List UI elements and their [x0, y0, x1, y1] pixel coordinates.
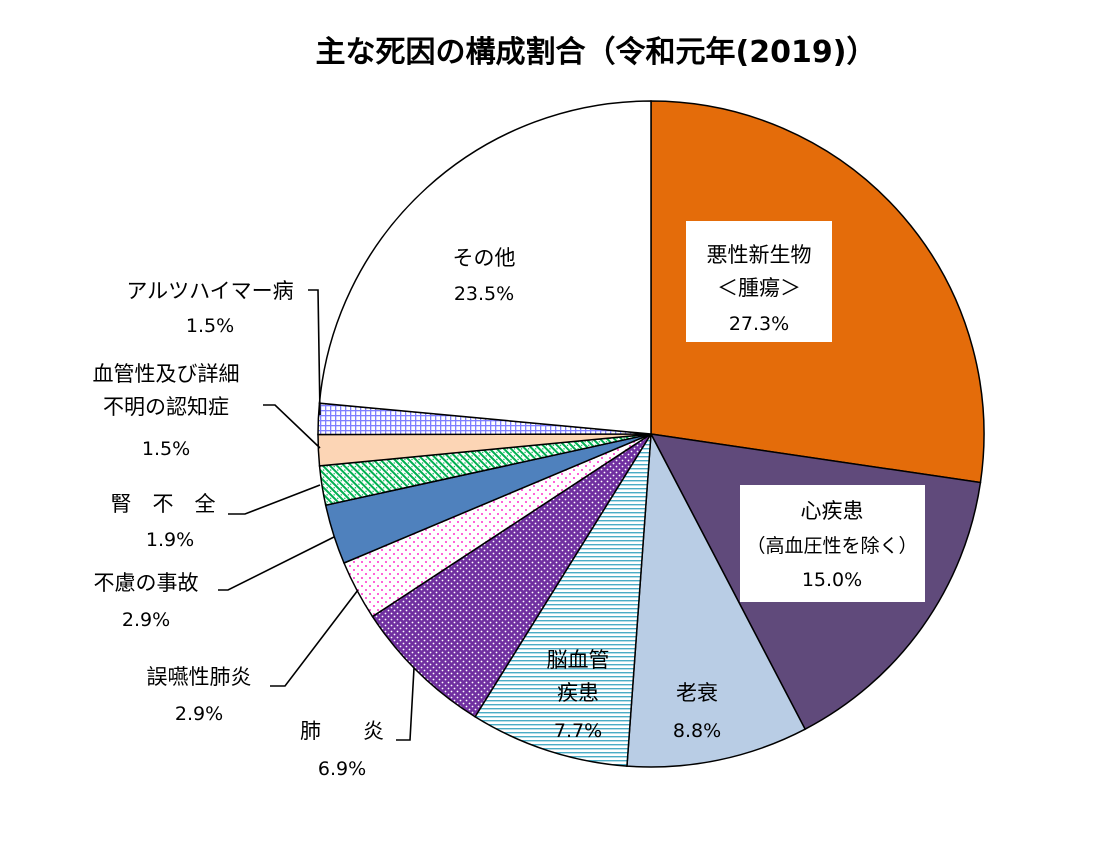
- label-box-cancer: [686, 221, 832, 342]
- slice-label-stroke-line1: 脳血管: [547, 648, 610, 672]
- leader-line-accident: [218, 536, 335, 591]
- slice-label-pneumonia: 肺 炎 6.9%: [300, 719, 384, 780]
- slice-percent-cancer: 27.3%: [729, 313, 789, 335]
- slice-label-heart-line1: 心疾患: [801, 499, 864, 523]
- leader-line-dementia: [263, 404, 321, 449]
- slice-label-accident: 不慮の事故 2.9%: [94, 571, 199, 631]
- slice-percent-other: 23.5%: [454, 283, 514, 305]
- slice-label-dementia-line1: 血管性及び詳細: [93, 362, 240, 386]
- slice-label-dementia-line2: 不明の認知症: [103, 395, 229, 419]
- leader-line-renal: [228, 484, 321, 515]
- pie-slices: [317, 100, 985, 768]
- leader-lines: [218, 289, 415, 741]
- slice-label-stroke-line2: 疾患: [557, 681, 599, 705]
- slice-label-alzheimer-line1: アルツハイマー病: [126, 279, 293, 303]
- slice-label-aspiration: 誤嚥性肺炎 2.9%: [147, 665, 252, 725]
- slice-percent-alzheimer: 1.5%: [186, 315, 234, 337]
- slice-label-cancer-line1: 悪性新生物: [707, 243, 812, 267]
- label-box-heart: [740, 485, 925, 602]
- slice-label-heart-line2: （高血圧性を除く）: [746, 535, 917, 557]
- slice-label-accident-line1: 不慮の事故: [94, 571, 199, 595]
- slice-label-pneumonia-line1: 肺 炎: [300, 719, 384, 743]
- slice-label-cancer: 悪性新生物 ＜腫瘍＞ 27.3%: [707, 243, 812, 335]
- pie-slice-other: [318, 100, 652, 435]
- leader-line-pneumonia: [396, 667, 415, 741]
- leader-line-alzheimer: [308, 289, 321, 416]
- slice-label-senility: 老衰 8.8%: [673, 681, 721, 742]
- slice-percent-aspiration: 2.9%: [175, 703, 223, 725]
- slice-label-renal: 腎 不 全 1.9%: [111, 492, 216, 551]
- leader-line-aspiration: [270, 589, 359, 687]
- slice-percent-stroke: 7.7%: [554, 720, 602, 742]
- slice-percent-heart: 15.0%: [802, 569, 862, 591]
- slice-label-stroke: 脳血管 疾患 7.7%: [547, 648, 610, 742]
- slice-label-senility-line1: 老衰: [676, 681, 718, 705]
- pie-slice-pneumonia: [371, 433, 652, 718]
- slice-percent-accident: 2.9%: [122, 609, 170, 631]
- slice-label-other: その他 23.5%: [453, 246, 516, 305]
- slice-label-other-line1: その他: [453, 246, 516, 270]
- pie-slice-stroke: [474, 433, 652, 767]
- slice-percent-pneumonia: 6.9%: [318, 758, 366, 780]
- slice-label-heart: 心疾患 （高血圧性を除く） 15.0%: [746, 499, 917, 591]
- slice-percent-senility: 8.8%: [673, 720, 721, 742]
- slice-label-dementia: 血管性及び詳細 不明の認知症 1.5%: [93, 362, 240, 460]
- slice-label-alzheimer: アルツハイマー病 1.5%: [126, 279, 293, 337]
- slice-percent-renal: 1.9%: [146, 529, 194, 551]
- pie-slice-senility: [626, 431, 807, 768]
- slice-label-cancer-line2: ＜腫瘍＞: [717, 276, 801, 300]
- slice-label-renal-line1: 腎 不 全: [111, 492, 216, 516]
- chart-title: 主な死因の構成割合（令和元年(2019)）: [316, 35, 877, 70]
- slice-label-aspiration-line1: 誤嚥性肺炎: [147, 665, 252, 689]
- slice-percent-dementia: 1.5%: [142, 438, 190, 460]
